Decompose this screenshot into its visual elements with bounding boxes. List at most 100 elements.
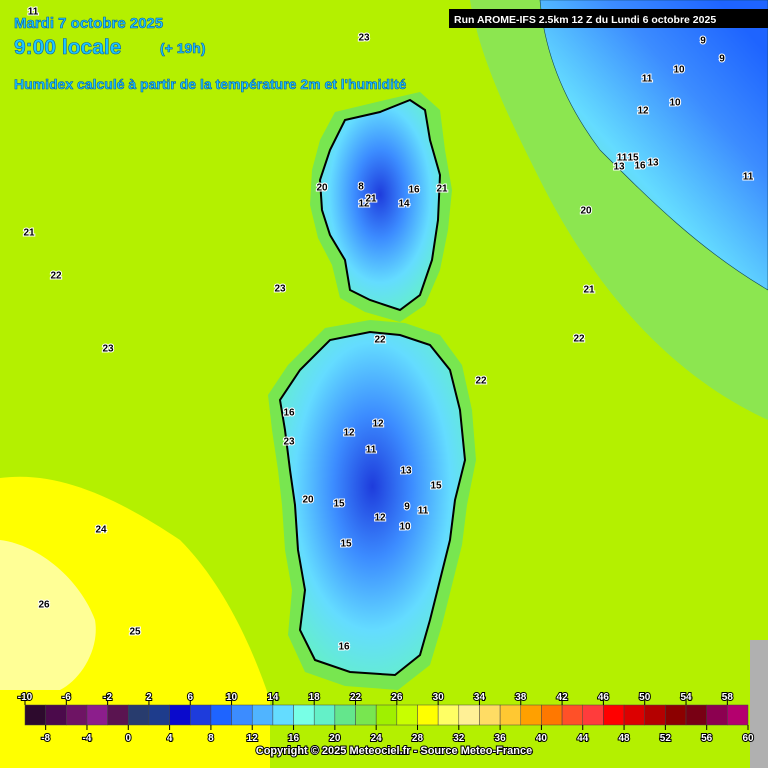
legend-swatch [334,704,356,726]
legend-swatch [417,704,439,726]
legend-label: -2 [103,692,112,703]
color-legend: -10 -6 -2 2 6 10 14 18 22 26 30 34 38 42 46 50 54 58-8 -4 0… [17,691,755,745]
legend-label: 52 [660,733,672,744]
legend-swatch [499,704,522,726]
lead-time: (+ 19h) [160,40,206,56]
legend-swatch [272,704,294,726]
legend-swatch [520,704,542,726]
contour-label: 10 [399,522,411,533]
legend-swatch [86,704,108,726]
legend-label: 36 [495,733,507,744]
legend-label: 38 [515,692,527,703]
contour-label: 12 [343,428,355,439]
legend-swatch [169,704,191,726]
date: Mardi 7 octobre 2025 [14,15,163,32]
legend-label: 54 [680,692,692,703]
contour-label: 22 [50,271,62,282]
contour-label: 9 [404,502,410,513]
legend-swatch [293,704,315,726]
legend-swatch [561,704,583,726]
contour-label: 16 [634,161,646,172]
contour-label: 11 [617,153,628,164]
contour-label: 9 [719,54,725,65]
legend-label: 6 [187,692,193,703]
legend-label: 50 [639,692,651,703]
legend-swatch [190,704,212,726]
legend-label: 42 [557,692,569,703]
contour-label: 16 [408,185,420,196]
legend-label: 16 [288,733,300,744]
legend-swatch [210,704,232,726]
legend-swatch [685,704,707,726]
legend-label: 24 [371,733,383,744]
legend-swatch [644,704,666,726]
sardinia [278,330,467,677]
legend-swatch [45,704,67,726]
contour-label: 22 [475,376,487,387]
legend-swatch [107,704,129,726]
contour-label: 25 [129,627,141,638]
contour-label: 23 [283,437,295,448]
legend-swatch [541,704,563,726]
legend-label: 48 [618,733,630,744]
contour-label: 8 [358,182,364,193]
warm-patch [0,540,96,690]
legend-label: 20 [329,733,341,744]
contour-label: 13 [400,466,412,477]
legend-label: -4 [83,733,92,744]
legend-label: 40 [536,733,548,744]
contour-label: 11 [28,7,39,18]
contour-label: 22 [573,334,585,345]
legend-swatch [479,704,501,726]
legend-swatch [582,704,604,726]
legend-swatch [603,704,625,726]
copyright: Copyright © 2025 Meteociel.fr - Source M… [256,745,532,757]
contour-label: 23 [274,284,286,295]
time: 9:00 locale [14,36,121,59]
legend-swatch [458,704,480,726]
legend-label: 22 [350,692,362,703]
legend-label: 34 [474,692,486,703]
legend-label: 4 [167,733,173,744]
contour-label: 11 [418,506,429,517]
legend-label: 56 [701,733,713,744]
contour-labels: 11 23 9 9 11 10 12 10 11 20 21 22 21 22 23 23 22 22 16 23 12… [22,6,754,654]
legend-swatch [148,704,170,726]
legend-swatch [251,704,274,726]
contour-label: 9 [700,36,706,47]
no-data [750,640,768,768]
contour-label: 20 [316,183,328,194]
subtitle: Humidex calculé à partir de la températu… [14,76,407,92]
legend-swatch [66,704,88,726]
legend-label: 26 [391,692,403,703]
legend-label: 28 [412,733,424,744]
legend-swatch [231,704,253,726]
legend-swatch [375,704,398,726]
mainland-zone [539,0,768,291]
legend-label: 0 [126,733,132,744]
contour-label: 15 [333,499,345,510]
contour-label: 16 [283,408,295,419]
legend-label: 32 [453,733,465,744]
contour-label: 20 [580,206,592,217]
legend-label: 30 [433,692,445,703]
legend-label: 46 [598,692,610,703]
corsica [318,98,442,312]
contour-label: 21 [436,184,448,195]
legend-label: 14 [267,692,279,703]
contour-label: 12 [637,106,649,117]
contour-label: 22 [374,335,386,346]
contour-label: 10 [669,98,681,109]
legend-swatch [437,704,460,726]
run-box [449,9,768,28]
contour-label: 15 [340,539,352,550]
legend-label: 58 [722,692,734,703]
contour-label: 20 [302,495,314,506]
contour-label: 11 [642,74,653,85]
legend-label: -6 [62,692,71,703]
contour-label: 12 [358,199,370,210]
legend-swatch [355,704,377,726]
legend-swatch [396,704,418,726]
contour-label: 21 [365,194,377,205]
